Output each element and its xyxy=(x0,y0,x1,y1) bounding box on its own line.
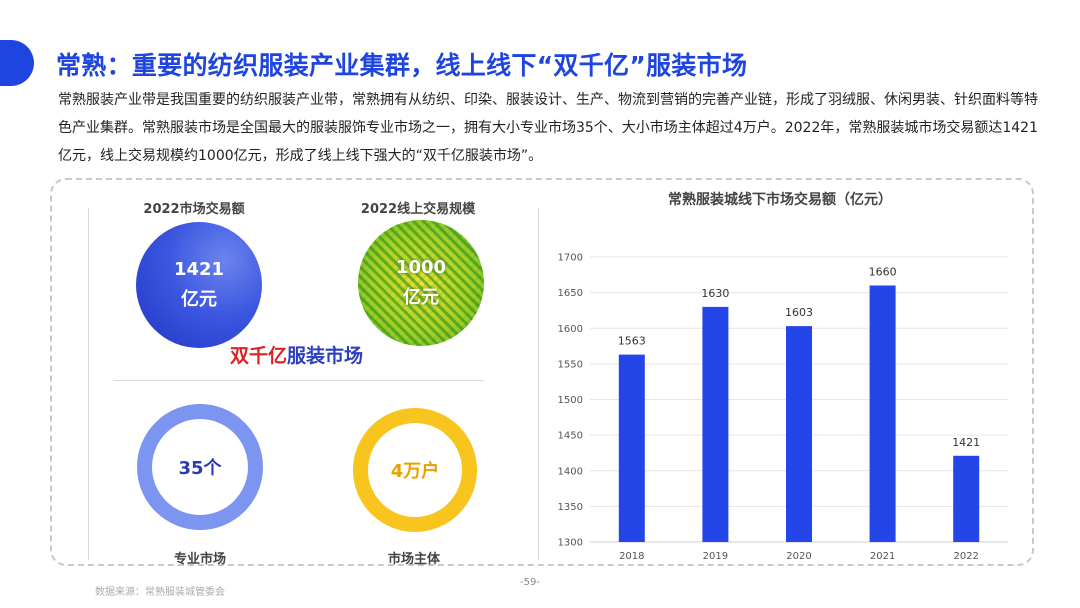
data-label: 1563 xyxy=(618,335,646,348)
trade-volume-circle: 1421 亿元 xyxy=(136,222,262,348)
intro-paragraph: 常熟服装产业带是我国重要的纺织服装产业带，常熟拥有从纺织、印染、服装设计、生产、… xyxy=(58,92,1038,164)
entities-label: 市场主体 xyxy=(387,552,440,567)
entities-value: 4万户 xyxy=(390,461,440,482)
y-tick-label: 1600 xyxy=(558,324,583,335)
trade-volume-value: 1421 xyxy=(173,259,225,280)
y-tick-label: 1650 xyxy=(558,288,583,299)
entities-ring: 4万户 xyxy=(353,408,477,532)
y-tick-label: 1550 xyxy=(558,359,583,370)
x-tick-label: 2021 xyxy=(870,551,895,562)
slogan: 双千亿服装市场 xyxy=(230,341,363,368)
online-volume-label: 2022线上交易规模 xyxy=(360,202,476,217)
y-tick-label: 1500 xyxy=(558,395,583,406)
data-source: 数据来源：常熟服装城管委会 xyxy=(95,587,225,598)
page-number: -59- xyxy=(520,577,540,588)
bar xyxy=(618,354,645,542)
bar xyxy=(702,306,729,542)
bar-chart: 1300 1350 1400 1450 1500 1550 1600 1650 1700 1563… xyxy=(558,253,1008,562)
x-tick-label: 2020 xyxy=(786,551,811,562)
online-volume-circle: 1000 亿元 xyxy=(358,220,484,346)
slogan-highlight: 双千亿 xyxy=(230,345,288,367)
left-divider xyxy=(88,208,89,560)
y-tick-label: 1700 xyxy=(558,253,583,264)
data-label: 1630 xyxy=(701,287,729,300)
data-label: 1603 xyxy=(785,306,813,319)
chart-title: 常熟服装城线下市场交易额（亿元） xyxy=(668,192,892,208)
center-divider xyxy=(538,208,539,560)
data-label: 1421 xyxy=(952,436,980,449)
markets-ring: 35个 xyxy=(137,404,263,530)
bar xyxy=(786,326,812,542)
y-tick-label: 1450 xyxy=(558,431,583,442)
trade-volume-label: 2022市场交易额 xyxy=(143,202,245,217)
markets-label: 专业市场 xyxy=(173,552,226,567)
online-volume-unit: 亿元 xyxy=(403,287,439,308)
markets-value: 35个 xyxy=(178,458,222,479)
y-tick-label: 1400 xyxy=(558,466,583,477)
x-tick-label: 2018 xyxy=(619,551,644,562)
online-volume-value: 1000 xyxy=(395,257,447,278)
x-tick-label: 2019 xyxy=(703,551,728,562)
y-tick-label: 1300 xyxy=(558,538,583,549)
data-label: 1660 xyxy=(869,266,897,279)
page-title: 常熟：重要的纺织服装产业集群，线上线下“双千亿”服装市场 xyxy=(56,51,748,80)
y-tick-label: 1350 xyxy=(558,502,583,513)
x-tick-label: 2022 xyxy=(953,551,978,562)
stats-divider xyxy=(114,380,484,381)
title-accent-shape xyxy=(0,40,34,86)
bar xyxy=(869,285,896,542)
trade-volume-unit: 亿元 xyxy=(181,289,217,310)
content-panel xyxy=(50,178,1034,566)
bar xyxy=(953,455,980,542)
slogan-rest: 服装市场 xyxy=(287,345,364,367)
